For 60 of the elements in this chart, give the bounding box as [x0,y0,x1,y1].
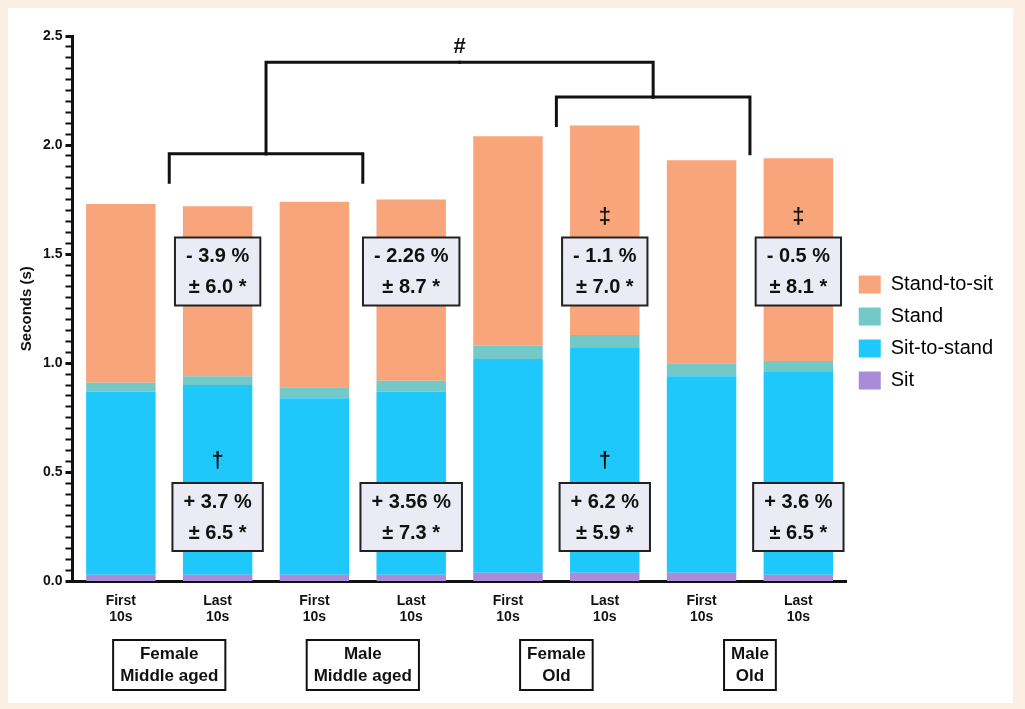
annotation: † [211,447,224,473]
bar [182,574,253,581]
x-tick-label: First 10s [492,591,524,625]
x-tick-label: First 10s [686,591,718,625]
text: Male Old [731,643,769,685]
legend-label: Sit-to-stand [890,336,993,359]
x-tick-label: First 10s [299,591,330,625]
text: Female Old [527,643,586,685]
bar [376,574,446,581]
annotation: ‡ [598,203,611,229]
bar [666,376,737,573]
x-tick-label: Last 10s [783,591,814,625]
bar [279,201,350,388]
bar [86,574,156,581]
bar [86,391,156,575]
bar [473,572,543,581]
y-tick-label: 0.0 [42,572,63,589]
legend-label: Stand-to-sit [890,272,994,295]
annotation: # [453,32,466,58]
bar [279,398,350,575]
annotation: ‡ [792,203,805,229]
bar [376,380,446,392]
text: Male Middle aged [313,643,412,685]
text: Female Middle aged [120,643,219,685]
annotation: † [598,447,611,473]
bar [666,572,737,581]
annotation: + 6.2 % ± 5.9 * [570,489,640,543]
bar [763,361,834,372]
x-tick-label: Last 10s [203,591,233,625]
bar [279,574,350,581]
annotation: - 3.9 % ± 6.0 * [185,244,250,298]
bar [570,572,640,581]
annotation: - 1.1 % ± 7.0 * [573,244,637,298]
annotation: + 3.56 % ± 7.3 * [371,489,452,543]
bar [666,160,737,364]
bar [473,345,543,359]
y-axis-title: Seconds (s) [17,266,35,352]
bar [86,203,156,383]
annotation: - 2.26 % ± 8.7 * [373,244,449,298]
annotation: + 3.7 % ± 6.5 * [183,489,253,543]
bar [763,574,834,581]
y-tick-label: 2.0 [42,135,63,152]
x-tick-label: Last 10s [396,591,426,625]
legend-label: Sit [890,368,915,391]
bar [473,136,543,346]
annotation: - 0.5 % ± 8.1 * [766,244,831,298]
y-tick-label: 1.5 [42,245,63,262]
bar [473,358,543,573]
bar [182,376,253,386]
bar [570,334,640,348]
y-tick-label: 0.5 [42,463,63,480]
annotation: + 3.6 % ± 6.5 * [764,489,833,543]
bar [279,387,350,399]
bar [86,382,156,392]
y-tick-label: 1.0 [42,354,63,371]
x-tick-label: First 10s [105,591,137,625]
legend-label: Stand [890,304,943,327]
y-tick-label: 2.5 [42,26,63,43]
bar [666,363,737,377]
x-tick-label: Last 10s [590,591,620,625]
